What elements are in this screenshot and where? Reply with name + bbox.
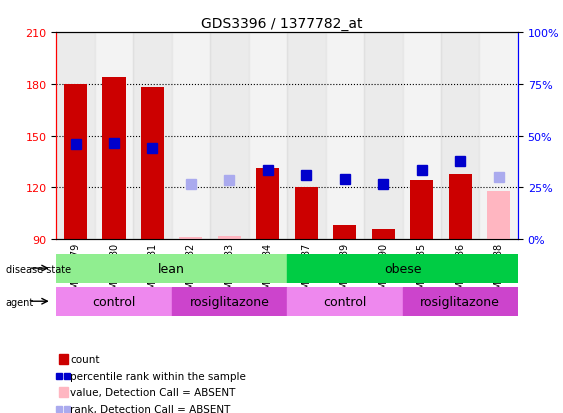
Text: rank, Detection Call = ABSENT: rank, Detection Call = ABSENT: [70, 404, 231, 413]
Bar: [333, 226, 356, 240]
Text: lean: lean: [158, 262, 185, 275]
Bar: [287, 287, 403, 316]
Bar: [249, 33, 287, 240]
Bar: [56, 33, 95, 240]
Text: control: control: [92, 295, 136, 308]
Text: percentile rank within the sample: percentile rank within the sample: [70, 371, 246, 381]
Bar: [295, 188, 318, 240]
Bar: [487, 191, 510, 240]
Bar: [64, 85, 87, 240]
Bar: [403, 33, 441, 240]
Bar: [372, 229, 395, 240]
Bar: [364, 33, 403, 240]
Bar: [95, 33, 133, 240]
Bar: [441, 33, 480, 240]
Bar: [403, 287, 518, 316]
Bar: [218, 236, 241, 240]
Bar: [172, 287, 287, 316]
Text: agent: agent: [6, 297, 34, 307]
Bar: [133, 33, 172, 240]
Bar: [410, 181, 434, 240]
Bar: [287, 254, 518, 283]
Bar: [449, 174, 472, 240]
Bar: [180, 238, 203, 240]
Bar: [56, 254, 287, 283]
Text: value, Detection Call = ABSENT: value, Detection Call = ABSENT: [70, 387, 236, 397]
Bar: [480, 33, 518, 240]
Bar: [141, 88, 164, 240]
Bar: [287, 33, 325, 240]
Text: rosiglitazone: rosiglitazone: [190, 295, 269, 308]
Bar: [256, 169, 279, 240]
Bar: [325, 33, 364, 240]
Text: disease state: disease state: [6, 264, 71, 274]
Text: control: control: [323, 295, 367, 308]
Bar: [210, 33, 249, 240]
Text: obese: obese: [384, 262, 421, 275]
Bar: [172, 33, 210, 240]
Bar: [56, 287, 172, 316]
Text: rosiglitazone: rosiglitazone: [421, 295, 500, 308]
Text: GDS3396 / 1377782_at: GDS3396 / 1377782_at: [201, 17, 362, 31]
Text: count: count: [70, 354, 100, 364]
Bar: [102, 78, 126, 240]
